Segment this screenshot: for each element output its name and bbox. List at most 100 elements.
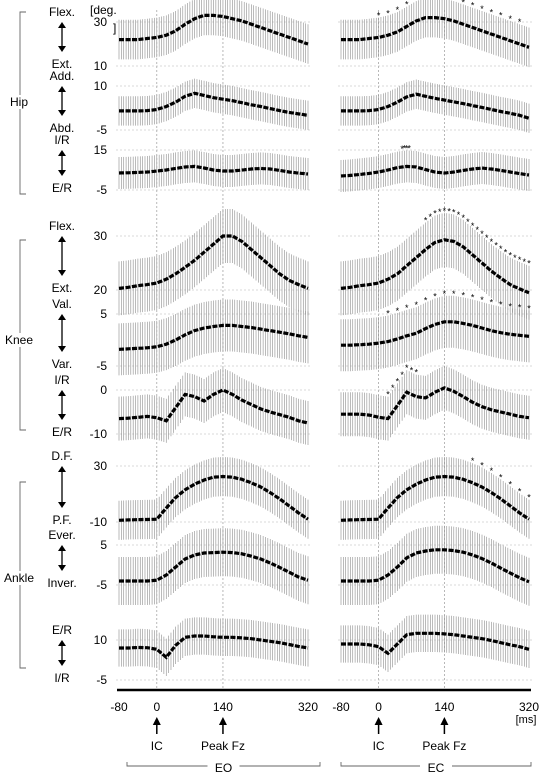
significance-marker: * xyxy=(508,251,512,261)
group-label-bg xyxy=(2,571,36,585)
significance-marker: * xyxy=(414,368,418,378)
y-tick-bottom: -5 xyxy=(96,123,107,137)
mean-line-row6-EO xyxy=(118,474,309,522)
mean-line-row6-EC xyxy=(340,474,530,522)
significance-marker: * xyxy=(508,14,512,24)
mean-line-row8-EC xyxy=(341,631,530,656)
significance-marker: * xyxy=(405,363,409,373)
arrow-down-icon xyxy=(58,414,66,420)
event-label: Peak Fz xyxy=(201,739,245,753)
arrow-down-icon xyxy=(58,502,66,508)
significance-marker: * xyxy=(433,0,437,1)
arrow-up-icon xyxy=(58,236,66,242)
y-tick-top: 30 xyxy=(94,229,108,243)
significance-marker: * xyxy=(499,300,503,310)
mean-line-row0-EC xyxy=(341,16,530,49)
row-top-label: E/R xyxy=(52,623,72,637)
group-label-bg xyxy=(2,333,36,347)
y-tick-bottom: -10 xyxy=(90,515,108,529)
significance-marker: * xyxy=(523,257,527,267)
significance-marker: * xyxy=(508,479,512,489)
significance-marker: * xyxy=(518,255,522,265)
arrow-down-icon xyxy=(58,46,66,52)
mean-line-row4-EO xyxy=(118,323,309,351)
event-arrow-icon xyxy=(374,717,383,725)
significance-marker: * xyxy=(443,289,447,299)
significance-marker: * xyxy=(396,376,400,386)
event-label: IC xyxy=(373,739,385,753)
event-arrow-icon xyxy=(152,717,161,725)
significance-marker: * xyxy=(386,309,390,319)
y-tick-top: 10 xyxy=(94,633,108,647)
arrow-up-icon xyxy=(58,314,66,320)
group-label: Knee xyxy=(5,333,33,347)
significance-marker: * xyxy=(504,247,508,257)
condition-label-bg xyxy=(420,758,452,774)
significance-marker: * xyxy=(424,216,428,226)
significance-marker: * xyxy=(494,241,498,251)
significance-marker: * xyxy=(410,365,414,375)
mean-line-row5-EC xyxy=(341,386,530,421)
arrow-down-icon xyxy=(58,110,66,116)
y-tick-top: 5 xyxy=(100,538,107,552)
unit-bracket: ] xyxy=(113,21,116,35)
x-tick-label: -80 xyxy=(110,700,128,714)
row-top-label: I/R xyxy=(54,133,70,147)
row-bottom-label: Ext. xyxy=(52,57,73,71)
y-tick-bottom: -5 xyxy=(96,183,107,197)
y-tick-bottom: 10 xyxy=(94,59,108,73)
y-tick-top: 30 xyxy=(94,459,108,473)
significance-marker: * xyxy=(452,207,456,217)
arrow-down-icon xyxy=(58,565,66,571)
arrow-up-icon xyxy=(58,150,66,156)
significance-marker: * xyxy=(471,1,475,11)
significance-marker: * xyxy=(466,217,470,227)
mean-line-row7-EC xyxy=(341,548,530,584)
significance-marker: * xyxy=(480,295,484,305)
mean-line-row3-EO xyxy=(118,234,309,290)
y-tick-bottom: -5 xyxy=(96,673,107,687)
unit-label: [deg. xyxy=(90,3,117,17)
x-tick-label: 320 xyxy=(519,700,539,714)
significance-marker: * xyxy=(518,302,522,312)
significance-marker: * xyxy=(527,303,531,313)
row-bottom-label: Abd. xyxy=(50,121,75,135)
y-tick-bottom: -5 xyxy=(96,578,107,592)
significance-marker: * xyxy=(471,456,475,466)
arrow-down-icon xyxy=(58,346,66,352)
significance-marker: * xyxy=(377,11,381,21)
significance-marker: * xyxy=(433,208,437,218)
significance-marker: * xyxy=(452,289,456,299)
significance-marker: * xyxy=(396,5,400,15)
significance-marker: * xyxy=(499,244,503,254)
arrow-up-icon xyxy=(58,545,66,551)
row-bottom-label: E/R xyxy=(52,181,72,195)
row-bottom-label: I/R xyxy=(54,671,70,685)
event-label: Peak Fz xyxy=(422,739,466,753)
event-arrow-icon xyxy=(440,717,449,725)
significance-marker: * xyxy=(461,0,465,7)
y-tick-top: 10 xyxy=(94,79,108,93)
significance-marker: * xyxy=(407,144,411,154)
row-top-label: Flex. xyxy=(49,5,75,19)
row-bottom-label: Ext. xyxy=(52,281,73,295)
x-tick-label: 140 xyxy=(213,700,233,714)
mean-line-row0-EO xyxy=(119,13,309,46)
mean-line-row2-EO xyxy=(118,164,309,176)
significance-marker: * xyxy=(400,370,404,380)
significance-marker: * xyxy=(386,390,390,400)
significance-marker: * xyxy=(490,7,494,17)
grid-layer xyxy=(116,10,532,690)
condition-label-bg xyxy=(207,758,240,774)
x-tick-label: 320 xyxy=(298,700,318,714)
significance-marker: * xyxy=(433,291,437,301)
significance-marker: * xyxy=(443,206,447,216)
significance-marker: * xyxy=(527,259,531,269)
row-top-label: D.F. xyxy=(51,449,72,463)
y-tick-top: 15 xyxy=(94,143,108,157)
y-tick-bottom: 20 xyxy=(94,283,108,297)
x-tick-label: 0 xyxy=(375,700,382,714)
significance-marker: * xyxy=(396,306,400,316)
significance-marker: * xyxy=(391,383,395,393)
y-tick-top: 0 xyxy=(100,383,107,397)
